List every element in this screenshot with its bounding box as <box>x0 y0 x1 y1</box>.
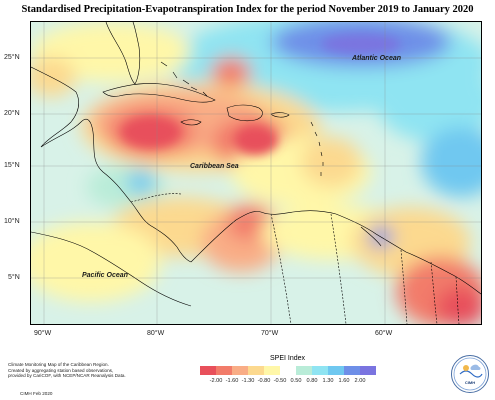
legend-swatch <box>312 366 328 375</box>
legend-swatch <box>344 366 360 375</box>
lat-label-10n: 10°N <box>4 218 20 225</box>
lon-label-60w: 60°W <box>375 330 393 337</box>
legend-title: SPEI Index <box>270 355 306 362</box>
legend-swatch <box>360 366 376 375</box>
spei-field <box>31 22 481 324</box>
legend-tick-label: 2.00 <box>354 378 366 384</box>
legend-tick-label: -1.30 <box>241 378 255 384</box>
legend-tick-label: -0.80 <box>257 378 271 384</box>
legend-tick-label: 0.80 <box>306 378 318 384</box>
map-title: Standardised Precipitation-Evapotranspir… <box>21 4 474 15</box>
logo-text: CIMH <box>464 380 476 385</box>
credit-line: Climate Monitoring Map of the Caribbean … <box>8 362 109 367</box>
credit-text: Climate Monitoring Map of the Caribbean … <box>8 362 183 379</box>
lon-label-70w: 70°W <box>261 330 279 337</box>
legend-swatch <box>328 366 344 375</box>
legend-tick-label: 1.30 <box>322 378 334 384</box>
credit-line: provided by CariCOF, with NCEP/NCAR Rean… <box>8 373 126 379</box>
legend-swatch <box>280 366 296 375</box>
pacific-ocean-label: Pacific Ocean <box>82 272 128 279</box>
lat-label-20n: 20°N <box>4 110 20 117</box>
caribbean-sea-label: Caribbean Sea <box>190 163 239 170</box>
legend-tick-label: 1.60 <box>338 378 350 384</box>
legend-swatch <box>216 366 232 375</box>
cimh-logo-icon: CIMH <box>451 355 489 393</box>
legend-tick-label: -0.50 <box>273 378 287 384</box>
legend-swatch <box>232 366 248 375</box>
credit-line: Created by aggregating station based obs… <box>8 367 114 373</box>
legend-tick-label: -1.60 <box>225 378 239 384</box>
lat-label-15n: 15°N <box>4 162 20 169</box>
legend-swatch <box>296 366 312 375</box>
legend-swatch <box>200 366 216 375</box>
credit-date: CIMH Feb 2020 <box>20 391 53 396</box>
spei-map <box>30 21 482 325</box>
atlantic-ocean-label: Atlantic Ocean <box>352 55 402 62</box>
lat-label-5n: 5°N <box>8 274 20 281</box>
legend-tick-label: 0.50 <box>290 378 302 384</box>
legend-color-bar <box>200 366 376 375</box>
legend-swatch <box>248 366 264 375</box>
legend-swatch <box>264 366 280 375</box>
lon-label-80w: 80°W <box>147 330 165 337</box>
lon-label-90w: 90°W <box>34 330 52 337</box>
legend-ticks: -2.00 -1.60 -1.30 -0.80 -0.50 0.50 0.80 1.30 1.6… <box>200 378 376 386</box>
lat-label-25n: 25°N <box>4 54 20 61</box>
legend-tick-label: -2.00 <box>209 378 223 384</box>
